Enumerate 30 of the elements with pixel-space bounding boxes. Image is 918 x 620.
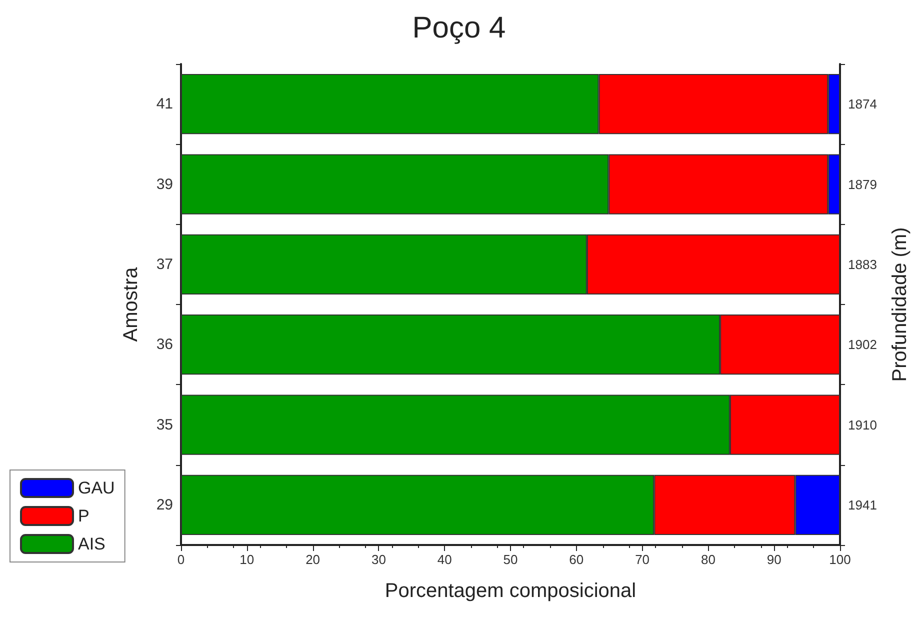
x-tick-label: 10 xyxy=(240,552,254,567)
legend-label: GAU xyxy=(78,478,115,498)
x-tick-label: 50 xyxy=(503,552,518,567)
x-tick-label: 30 xyxy=(371,552,386,567)
y-tick-label: 36 xyxy=(156,336,173,354)
chart-title: Poço 4 xyxy=(412,12,506,44)
x-tick-label: 100 xyxy=(829,552,851,567)
x-tick-label: 0 xyxy=(177,552,185,567)
y2-tick-label: 1883 xyxy=(848,256,877,272)
y2-axis-title: Profundidade (m) xyxy=(889,227,911,382)
y2-tick-label: 1879 xyxy=(848,176,877,192)
x-tick-label: 80 xyxy=(700,552,716,567)
legend-label: AIS xyxy=(78,534,106,554)
y-tick-label: 39 xyxy=(156,176,173,193)
y2-tick-label: 1910 xyxy=(848,417,877,432)
x-tick-label: 20 xyxy=(306,552,320,567)
y-tick-label: 29 xyxy=(156,496,173,514)
legend-label: P xyxy=(78,506,90,526)
y2-tick-label: 1941 xyxy=(848,497,877,512)
x-tick-label: 70 xyxy=(635,552,650,567)
y2-tick-label: 1874 xyxy=(848,96,877,112)
x-tick-label: 60 xyxy=(569,552,584,567)
x-tick-label: 40 xyxy=(437,552,452,567)
y2-tick-label: 1902 xyxy=(848,337,877,352)
y-axis-title: Amostra xyxy=(120,266,142,342)
x-axis-title: Porcentagem composicional xyxy=(384,580,636,602)
y-tick-label: 37 xyxy=(156,256,173,273)
y-tick-label: 41 xyxy=(156,96,173,113)
x-tick-label: 90 xyxy=(766,552,782,567)
y-tick-label: 35 xyxy=(156,416,173,434)
